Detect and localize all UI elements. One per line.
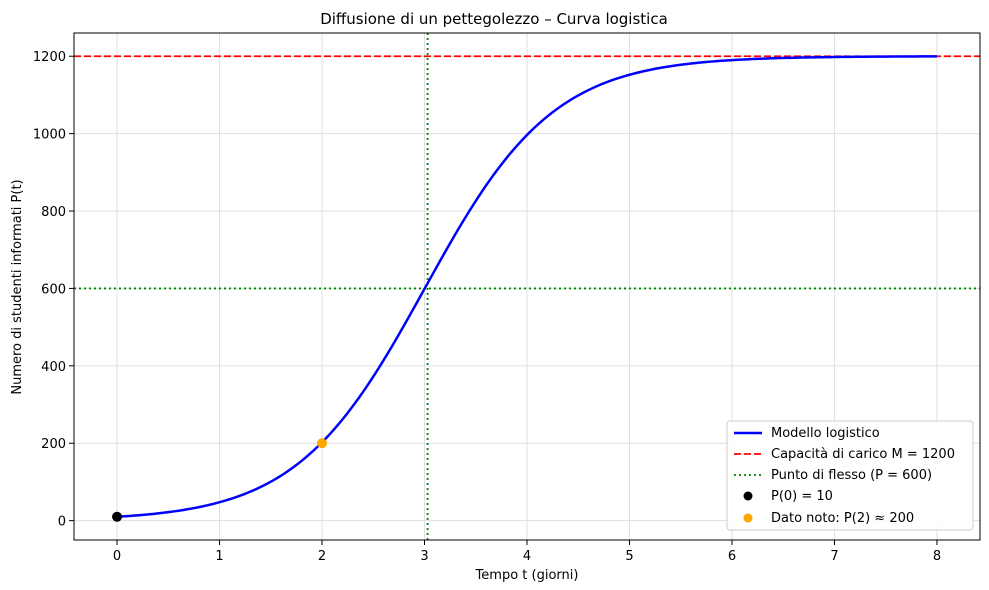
legend-label-model: Modello logistico [771, 426, 880, 441]
x-tick-label: 7 [830, 549, 838, 564]
legend-box [726, 420, 974, 531]
legend-swatch-p0 [743, 491, 753, 501]
legend-label-p2: Dato noto: P(2) ≈ 200 [771, 511, 914, 526]
legend-swatch-p2 [743, 513, 753, 523]
point-p2 [317, 438, 328, 449]
x-tick-label: 5 [625, 549, 633, 564]
y-tick-label: 1000 [33, 128, 66, 143]
x-tick-label: 4 [523, 549, 531, 564]
x-axis-label: Tempo t (giorni) [475, 568, 579, 583]
legend-label-capacity: Capacità di carico M = 1200 [771, 447, 955, 462]
y-axis-ticks: 0 200 400 600 800 1000 1200 [33, 50, 74, 530]
x-axis-ticks: 0 1 2 3 4 5 6 7 8 [113, 540, 941, 564]
point-p0 [112, 511, 123, 522]
y-tick-label: 800 [41, 205, 66, 220]
y-tick-label: 400 [41, 360, 66, 375]
legend-label-p0: P(0) = 10 [771, 489, 833, 504]
x-tick-label: 2 [318, 549, 326, 564]
x-tick-label: 1 [215, 549, 223, 564]
logistic-curve [116, 55, 937, 519]
y-tick-label: 1200 [33, 50, 66, 65]
legend: Modello logistico Capacità di carico M =… [726, 420, 974, 531]
legend-label-inflection: Punto di flesso (P = 600) [771, 468, 932, 483]
x-tick-label: 8 [933, 549, 941, 564]
y-tick-label: 200 [41, 437, 66, 452]
chart-title: Diffusione di un pettegolezzo – Curva lo… [320, 10, 668, 28]
y-axis-label: Numero di studenti informati P(t) [10, 179, 25, 394]
y-tick-label: 600 [41, 282, 66, 297]
x-tick-label: 0 [113, 549, 121, 564]
y-tick-label: 0 [58, 515, 66, 530]
x-tick-label: 6 [728, 549, 736, 564]
x-tick-label: 3 [420, 549, 428, 564]
